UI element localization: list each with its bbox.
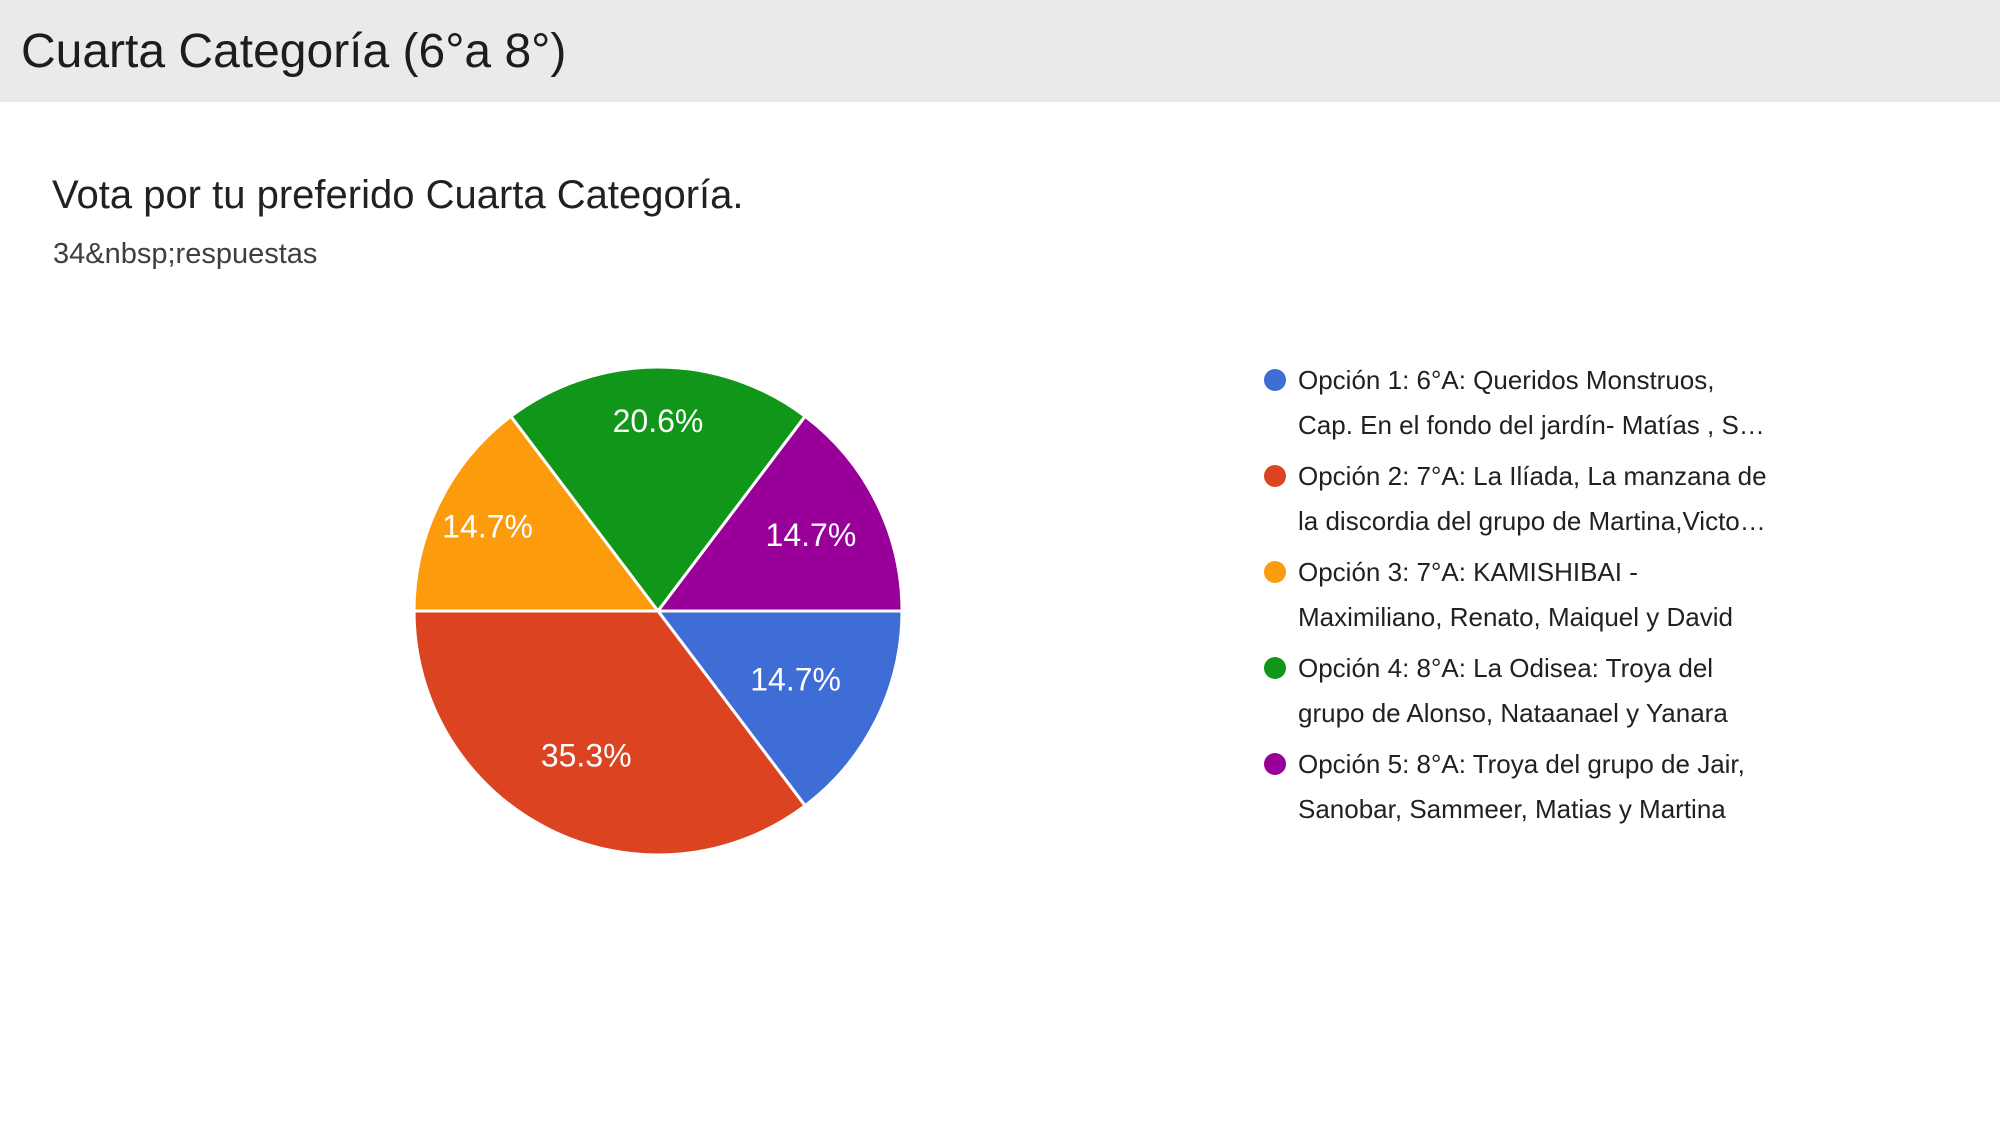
pie-percent-label: 35.3% bbox=[541, 737, 632, 773]
pie-slice-opcion-2[interactable] bbox=[412, 609, 807, 857]
legend-item-opcion-5: Opción 5: 8°A: Troya del grupo de Jair, S… bbox=[1264, 742, 1824, 832]
legend-item-opcion-4: Opción 4: 8°A: La Odisea: Troya del grupo… bbox=[1264, 646, 1824, 736]
pie-slice-opcion-5[interactable] bbox=[656, 414, 904, 613]
legend-color-dot bbox=[1264, 753, 1286, 775]
pie-slice-opcion-3[interactable] bbox=[412, 414, 660, 613]
legend-label: Opción 5: 8°A: Troya del grupo de Jair, S… bbox=[1298, 742, 1745, 832]
pie-percent-label: 20.6% bbox=[613, 403, 704, 439]
legend-label-line: Sanobar, Sammeer, Matias y Martina bbox=[1298, 794, 1726, 824]
legend-label-line: la discordia del grupo de Martina,Victo… bbox=[1298, 506, 1766, 536]
legend-label-line: Opción 3: 7°A: KAMISHIBAI - bbox=[1298, 557, 1638, 587]
legend-item-opcion-1: Opción 1: 6°A: Queridos Monstruos, Cap. E… bbox=[1264, 358, 1824, 448]
pie-percent-label: 14.7% bbox=[442, 508, 533, 544]
legend-label-line: Opción 4: 8°A: La Odisea: Troya del bbox=[1298, 653, 1714, 683]
responses-count: 34&nbsp;respuestas bbox=[53, 238, 318, 270]
pie-percent-label: 14.7% bbox=[750, 662, 841, 698]
legend-label-line: Opción 5: 8°A: Troya del grupo de Jair, bbox=[1298, 749, 1745, 779]
legend-label: Opción 4: 8°A: La Odisea: Troya del grupo… bbox=[1298, 646, 1728, 736]
page-title: Cuarta Categoría (6°a 8°) bbox=[21, 24, 567, 78]
legend-label-line: Cap. En el fondo del jardín- Matías , S… bbox=[1298, 410, 1765, 440]
legend-label: Opción 2: 7°A: La Ilíada, La manzana de l… bbox=[1298, 454, 1767, 544]
legend-label-line: Opción 2: 7°A: La Ilíada, La manzana de bbox=[1298, 461, 1767, 491]
legend-item-opcion-3: Opción 3: 7°A: KAMISHIBAI - Maximiliano, … bbox=[1264, 550, 1824, 640]
legend-color-dot bbox=[1264, 657, 1286, 679]
legend-label: Opción 3: 7°A: KAMISHIBAI - Maximiliano, … bbox=[1298, 550, 1733, 640]
pie-slice-opcion-4[interactable] bbox=[509, 365, 807, 613]
pie-percent-label: 14.7% bbox=[766, 517, 857, 553]
legend-color-dot bbox=[1264, 465, 1286, 487]
pie-chart-figure: 14.7% 35.3% 14.7% 20.6% 14.7% bbox=[412, 365, 904, 857]
legend-color-dot bbox=[1264, 369, 1286, 391]
legend-color-dot bbox=[1264, 561, 1286, 583]
legend-label-line: Opción 1: 6°A: Queridos Monstruos, bbox=[1298, 365, 1715, 395]
pie-slice-opcion-1[interactable] bbox=[656, 609, 904, 808]
legend-label-line: Maximiliano, Renato, Maiquel y David bbox=[1298, 602, 1733, 632]
chart-legend: Opción 1: 6°A: Queridos Monstruos, Cap. E… bbox=[1264, 358, 1824, 838]
legend-item-opcion-2: Opción 2: 7°A: La Ilíada, La manzana de l… bbox=[1264, 454, 1824, 544]
pie-chart: 14.7% 35.3% 14.7% 20.6% 14.7% bbox=[412, 365, 904, 857]
header-bar: Cuarta Categoría (6°a 8°) bbox=[0, 0, 2000, 102]
legend-label-line: grupo de Alonso, Nataanael y Yanara bbox=[1298, 698, 1728, 728]
question-title: Vota por tu preferido Cuarta Categoría. bbox=[52, 173, 744, 217]
legend-label: Opción 1: 6°A: Queridos Monstruos, Cap. E… bbox=[1298, 358, 1765, 448]
